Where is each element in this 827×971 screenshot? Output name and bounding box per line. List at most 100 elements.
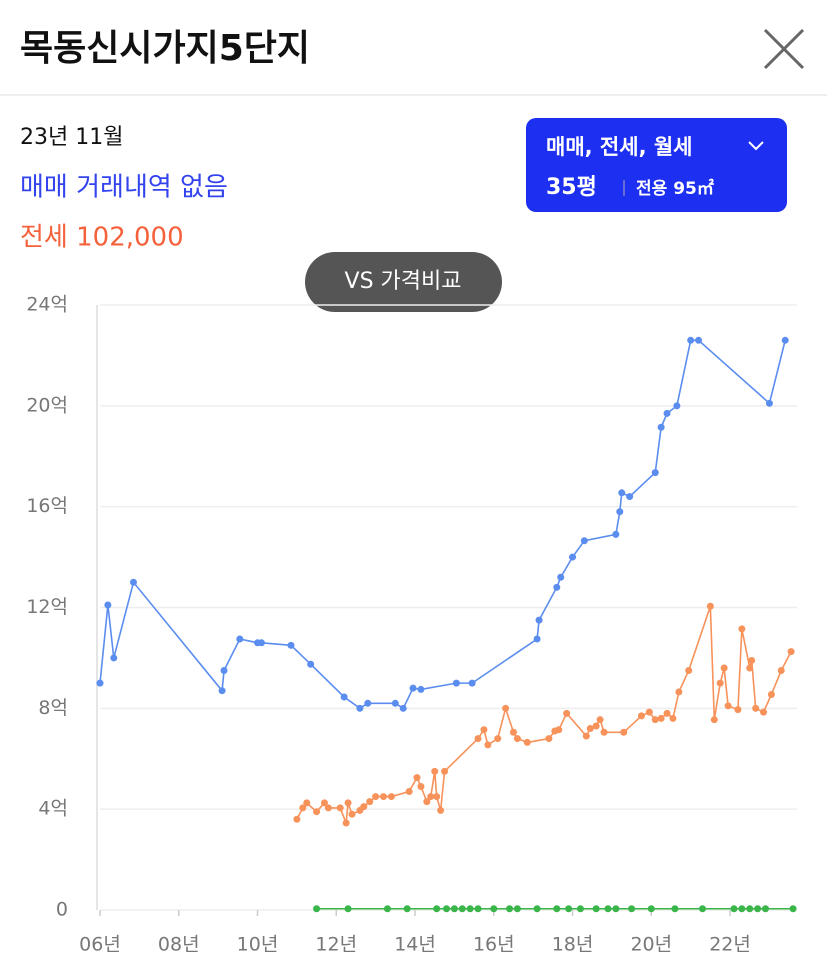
jeonse-info: 전세 102,000 — [20, 223, 184, 253]
data-point — [236, 635, 244, 643]
data-point — [628, 905, 636, 913]
data-point — [695, 336, 703, 344]
data-point — [720, 664, 728, 672]
data-point — [356, 704, 364, 712]
data-point — [409, 684, 417, 692]
data-point — [777, 667, 785, 675]
data-point — [480, 726, 488, 734]
y-tick-label: 0 — [56, 899, 68, 921]
data-point — [313, 905, 321, 913]
data-point — [364, 699, 372, 707]
data-point — [104, 601, 112, 609]
data-point — [403, 905, 411, 913]
data-point — [441, 767, 449, 775]
data-point — [657, 423, 665, 431]
data-point — [413, 774, 421, 782]
data-point — [563, 709, 571, 717]
data-point — [675, 688, 683, 696]
y-tick-label: 8억 — [38, 697, 68, 719]
data-point — [651, 716, 659, 724]
chart: 0 4억 8억 12억 16억 20억 24억 06년 08년 10년 12년 14년 16년 18년 20… — [26, 294, 797, 956]
data-point — [466, 905, 474, 913]
data-point — [687, 336, 695, 344]
dropdown-icon — [748, 141, 764, 151]
data-point — [344, 905, 352, 913]
data-point — [787, 648, 795, 656]
data-point — [431, 767, 439, 775]
data-point — [576, 905, 584, 913]
data-point — [433, 905, 441, 913]
data-point — [533, 905, 541, 913]
filter-types: 매매, 전세, 월세 — [546, 135, 693, 159]
series-line — [99, 339, 786, 710]
data-point — [553, 583, 561, 591]
data-point — [220, 667, 228, 675]
data-point — [738, 905, 746, 913]
data-point — [218, 687, 226, 695]
data-point — [671, 905, 679, 913]
data-point — [474, 905, 482, 913]
data-point — [513, 905, 521, 913]
data-point — [523, 738, 531, 746]
data-point — [752, 704, 760, 712]
x-tick-label: 16년 — [473, 934, 515, 956]
data-point — [592, 722, 600, 730]
data-point — [96, 679, 104, 687]
filter-button[interactable]: 매매, 전세, 월세 35평 전용 95㎡ — [526, 118, 787, 212]
data-point — [387, 793, 395, 801]
x-tick-label: 08년 — [158, 934, 200, 956]
data-point — [348, 810, 356, 818]
data-point — [303, 799, 311, 807]
compare-bg — [305, 252, 502, 312]
data-point — [320, 799, 328, 807]
close-button[interactable] — [763, 28, 805, 70]
data-point — [443, 905, 451, 913]
x-tick-label: 22년 — [709, 934, 751, 956]
data-point — [313, 808, 321, 816]
data-point — [612, 530, 620, 538]
data-point — [569, 553, 577, 561]
y-tick-label: 24억 — [26, 294, 68, 316]
data-point — [765, 399, 773, 407]
data-point — [484, 741, 492, 749]
x-tick-label: 18년 — [552, 934, 594, 956]
data-point — [582, 732, 590, 740]
data-point — [391, 699, 399, 707]
data-point — [710, 716, 718, 724]
x-tick-label: 06년 — [79, 934, 121, 956]
data-point — [663, 709, 671, 717]
data-point — [557, 573, 565, 581]
data-point — [110, 654, 118, 662]
data-point — [366, 798, 374, 806]
data-point — [513, 735, 521, 743]
data-point — [336, 804, 344, 812]
compare-label: VS 가격비교 — [345, 269, 462, 294]
data-point — [730, 905, 738, 913]
data-point — [789, 905, 797, 913]
data-point — [553, 905, 561, 913]
date: 23년 11월 — [20, 125, 123, 150]
data-point — [669, 714, 677, 722]
filter-area: 전용 95㎡ — [636, 178, 714, 199]
data-point — [767, 690, 775, 698]
data-point — [437, 806, 445, 814]
x-tick-label: 14년 — [394, 934, 436, 956]
data-point — [746, 664, 754, 672]
data-point — [724, 702, 732, 710]
data-point — [685, 667, 693, 675]
data-point — [592, 905, 600, 913]
data-point — [760, 708, 768, 716]
data-point — [555, 726, 563, 734]
compare-button[interactable]: VS 가격비교 — [305, 252, 502, 312]
data-point — [307, 660, 315, 668]
y-tick-label: 20억 — [26, 394, 68, 416]
data-point — [761, 905, 769, 913]
data-point — [657, 714, 665, 722]
data-point — [129, 578, 137, 586]
data-point — [257, 639, 265, 647]
data-point — [781, 336, 789, 344]
data-point — [596, 716, 604, 724]
data-point — [324, 804, 332, 812]
